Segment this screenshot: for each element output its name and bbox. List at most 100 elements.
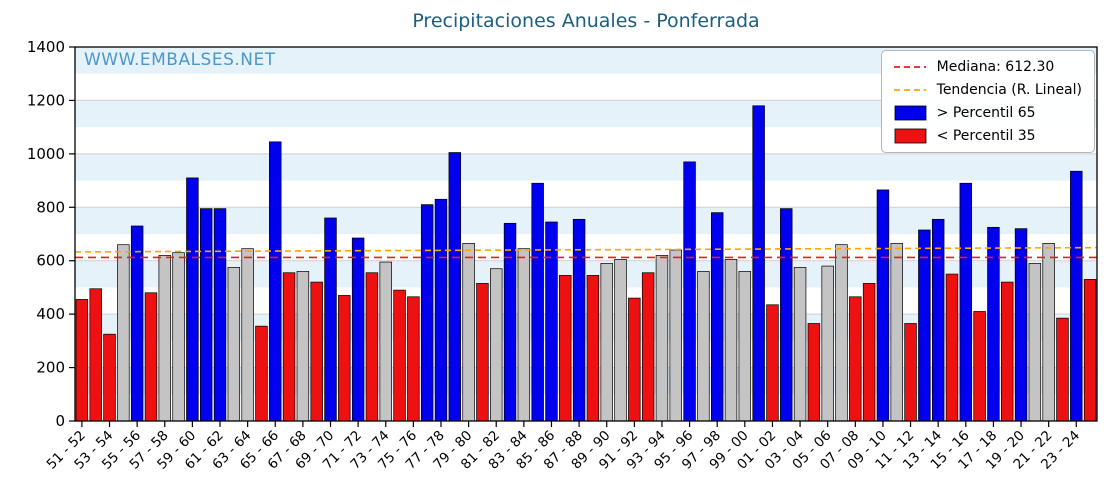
bar-05-06	[821, 265, 834, 422]
watermark-embalses: WWW.EMBALSES.NET	[84, 50, 276, 70]
bar-89-90	[600, 263, 613, 422]
bar-70-71	[338, 295, 351, 422]
bar-67-68	[296, 271, 310, 422]
below-percentile-swatch	[894, 128, 927, 144]
chart-title: Precipitaciones Anuales - Ponferrada	[412, 10, 760, 32]
legend-label-above: > Percentil 65	[936, 105, 1036, 121]
legend-item-median: Mediana: 612.30	[892, 59, 1082, 75]
y-tick-label: 800	[36, 198, 65, 216]
bar-95-96	[683, 161, 696, 422]
bar-23-24	[1070, 170, 1083, 422]
legend: Mediana: 612.30 Tendencia (R. Lineal) > …	[880, 50, 1095, 153]
plot-frame	[74, 46, 1098, 422]
bar-21-22	[1042, 243, 1055, 422]
bar-74-75	[393, 289, 406, 422]
bar-85-86	[545, 221, 558, 422]
bar-66-67	[282, 272, 296, 422]
bar-71-72	[351, 237, 365, 422]
bar-60-61	[199, 208, 213, 422]
bar-51-52	[75, 299, 89, 422]
bar-91-92	[628, 297, 641, 422]
bar-18-19	[1001, 281, 1014, 422]
y-tick-label: 1000	[27, 145, 65, 163]
bar-72-73	[365, 272, 379, 422]
bar-88-89	[586, 275, 600, 422]
bar-24-25	[1083, 279, 1097, 422]
bar-94-95	[669, 249, 682, 422]
legend-item-below-percentile: < Percentil 35	[892, 128, 1082, 144]
bar-93-94	[655, 255, 669, 422]
bar-08-09	[862, 283, 876, 422]
bar-02-03	[780, 208, 793, 422]
bar-03-04	[793, 267, 807, 422]
trend-line	[74, 246, 1098, 253]
y-tick-label: 600	[36, 252, 65, 270]
bar-92-93	[641, 272, 655, 422]
bar-13-14	[931, 218, 945, 422]
y-tick-label: 200	[36, 359, 65, 377]
bar-09-10	[876, 189, 890, 422]
bar-17-18	[987, 226, 1000, 422]
bar-58-59	[172, 252, 185, 422]
bar-01-02	[766, 304, 779, 422]
bar-16-17	[973, 311, 986, 422]
bar-68-69	[310, 281, 323, 422]
bar-12-13	[918, 229, 931, 422]
above-percentile-swatch	[894, 105, 927, 121]
bar-11-12	[904, 323, 917, 422]
trend-line-sample	[893, 89, 926, 91]
bar-56-57	[144, 292, 158, 422]
bar-57-58	[158, 255, 171, 422]
y-tick-label: 1200	[27, 91, 65, 109]
bar-20-21	[1028, 263, 1042, 422]
legend-item-above-percentile: > Percentil 65	[892, 105, 1082, 121]
bar-69-70	[324, 217, 337, 422]
bar-62-63	[227, 267, 241, 422]
bar-14-15	[945, 273, 959, 422]
below-swatch-rect	[894, 128, 927, 144]
above-swatch-rect	[894, 105, 927, 121]
bar-54-55	[117, 244, 130, 422]
bar-98-99	[724, 259, 738, 422]
bar-79-80	[462, 243, 475, 422]
bar-78-79	[448, 152, 462, 422]
bar-82-83	[503, 222, 517, 422]
bar-06-07	[835, 244, 848, 422]
bar-61-62	[213, 208, 227, 422]
legend-label-trend: Tendencia (R. Lineal)	[936, 82, 1082, 98]
bar-53-54	[103, 333, 116, 422]
legend-label-median: Mediana: 612.30	[936, 59, 1055, 75]
bar-55-56	[130, 225, 144, 422]
y-tick-label: 0	[55, 412, 65, 430]
bar-96-97	[697, 271, 710, 422]
bar-77-78	[434, 198, 448, 422]
bar-76-77	[420, 204, 434, 422]
bar-10-11	[890, 243, 903, 422]
bar-07-08	[849, 296, 862, 422]
bar-73-74	[379, 261, 392, 422]
y-tick-label: 400	[36, 305, 65, 323]
bar-65-66	[269, 141, 282, 422]
bar-04-05	[807, 323, 821, 422]
bar-99-00	[738, 271, 752, 422]
y-axis: 0 200 400 600 800 1000 1200 1400	[27, 38, 75, 430]
band	[75, 153, 1097, 181]
bar-63-64	[241, 248, 254, 422]
bar-97-98	[710, 212, 724, 422]
bars	[75, 105, 1097, 422]
median-line-sample	[893, 66, 926, 68]
bar-90-91	[614, 259, 627, 422]
legend-label-below: < Percentil 35	[936, 128, 1036, 144]
bar-00-01	[752, 105, 765, 422]
bar-83-84	[517, 248, 531, 422]
bar-15-16	[959, 182, 973, 422]
legend-item-trend: Tendencia (R. Lineal)	[892, 82, 1082, 98]
bar-75-76	[407, 296, 420, 422]
band	[75, 207, 1097, 234]
bar-86-87	[559, 275, 572, 422]
bar-52-53	[89, 288, 102, 422]
bar-81-82	[490, 268, 503, 422]
